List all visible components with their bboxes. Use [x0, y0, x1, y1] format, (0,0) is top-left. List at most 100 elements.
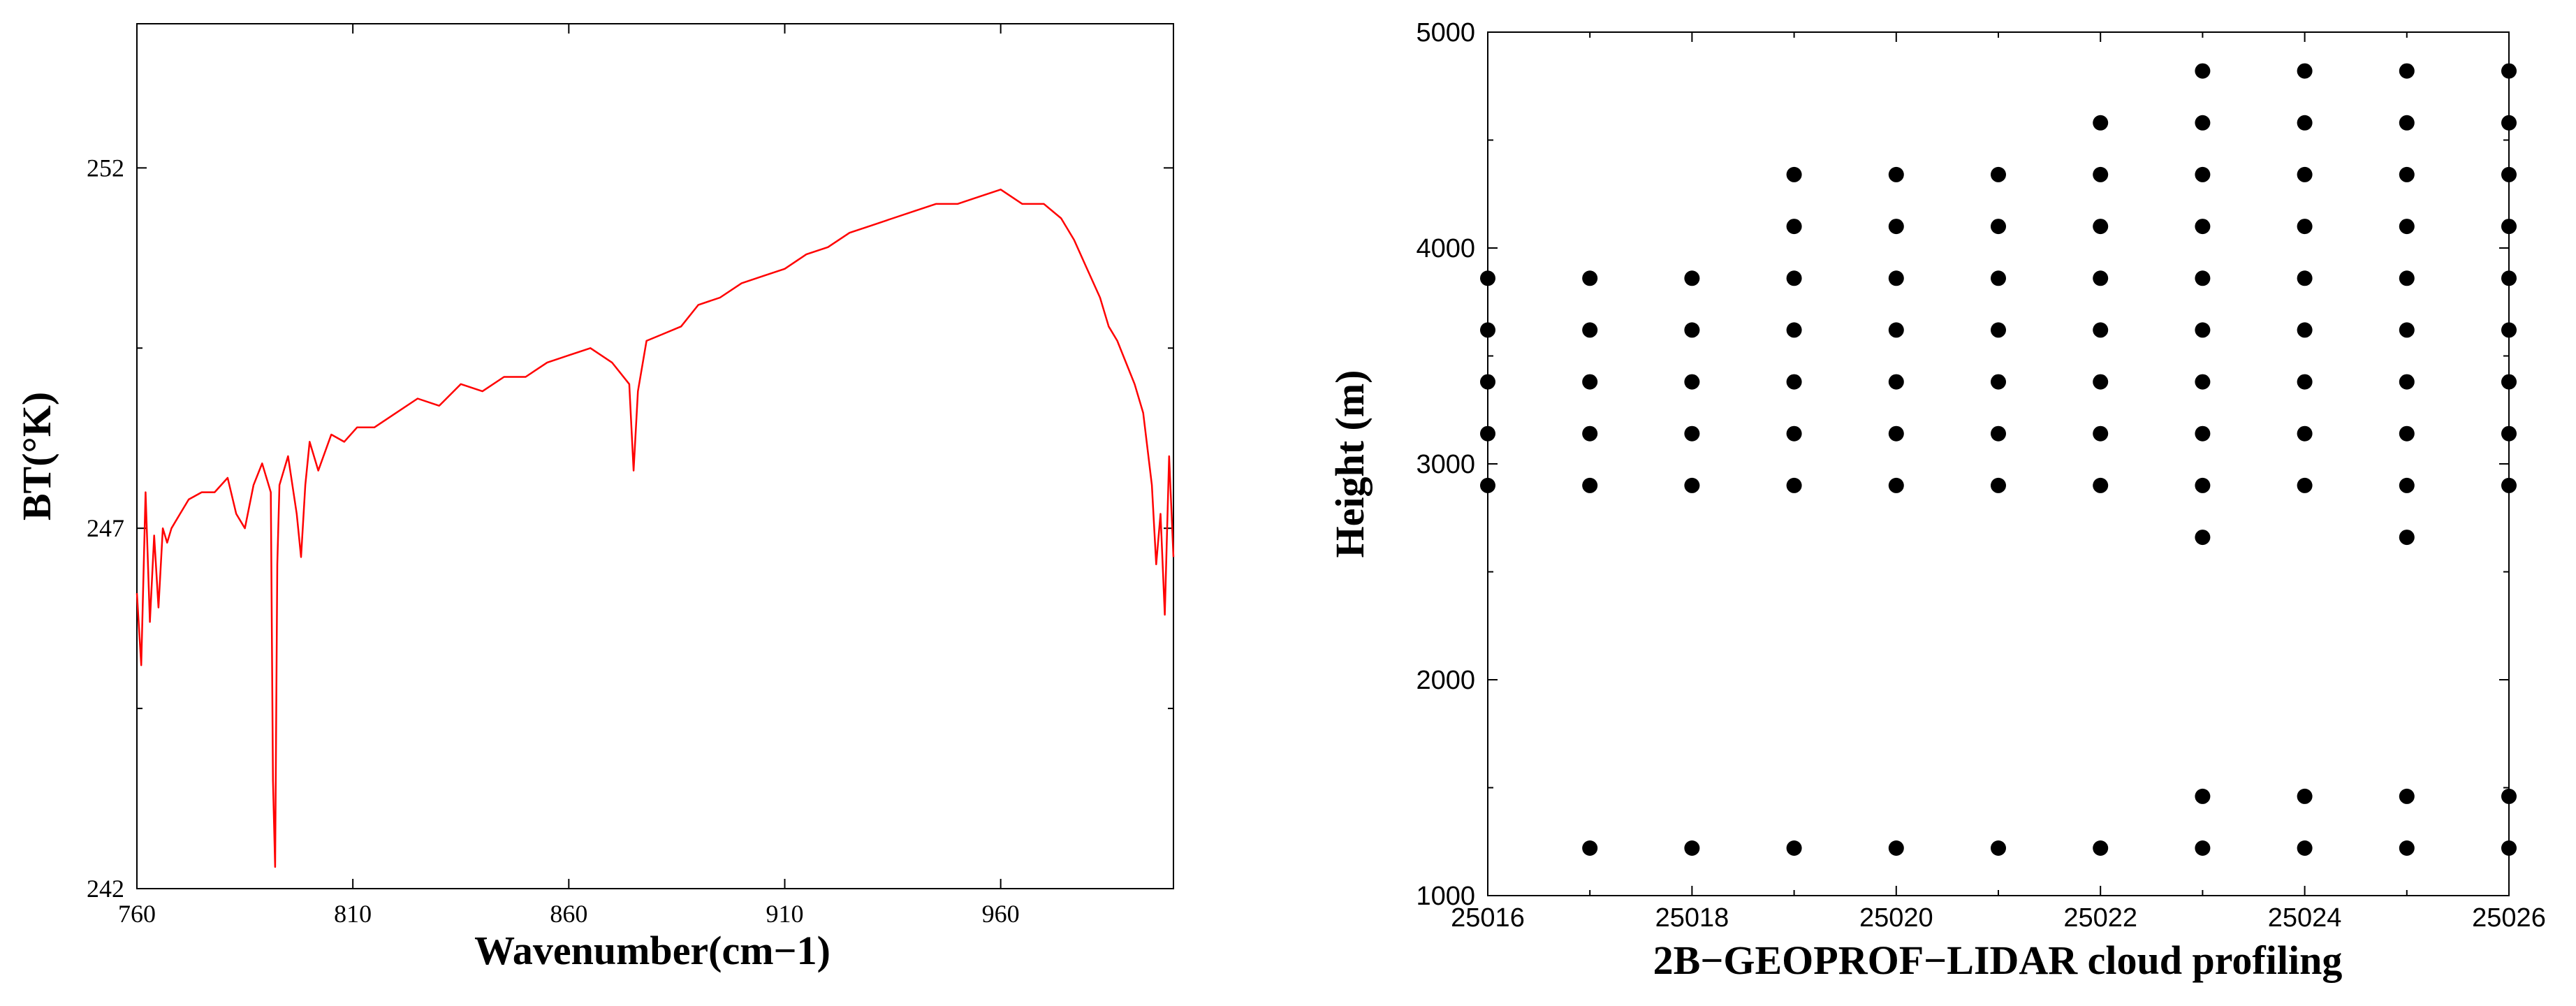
cloud-point [2297, 270, 2313, 286]
cloud-profile-chart: 25016 25018 25020 25022 25024 25026 1000 2000 30… [1327, 18, 2546, 983]
spectrum-y-tick-label: 242 [87, 875, 124, 903]
cloud-profile-ticks [1487, 31, 2510, 896]
spectrum-x-tick-label: 810 [334, 900, 372, 928]
cloud-point [2195, 322, 2211, 338]
cloud-point [2501, 322, 2517, 338]
cloud-point [2195, 374, 2211, 390]
cloud-point [1991, 270, 2006, 286]
cloud-point [1684, 322, 1700, 338]
cloud-profile-x-axis-title: 2B−GEOPROF−LIDAR cloud profiling [1653, 938, 2343, 983]
cloud-point [1888, 166, 1904, 182]
cloud-point [2501, 374, 2517, 390]
cloud-point [2399, 425, 2415, 442]
spectrum-x-tick-label: 760 [118, 900, 156, 928]
cloud-point [2093, 115, 2109, 131]
cloud-point [2297, 115, 2313, 131]
cloud-point [2399, 270, 2415, 286]
cloud-point [1684, 840, 1700, 856]
cloud-point [2093, 840, 2109, 856]
cloud-point [1888, 425, 1904, 442]
cloud-point [1888, 840, 1904, 856]
cloud-point [2195, 270, 2211, 286]
spectrum-plot-frame [136, 23, 1174, 889]
cloud-point [2093, 166, 2109, 182]
spectrum-series [136, 189, 1175, 868]
spectrum-y-tick-label: 247 [87, 514, 124, 542]
cloud-point [2399, 63, 2415, 79]
cloud-point [2399, 322, 2415, 338]
cloud-point [1480, 425, 1495, 442]
cloud-y-tick-label: 2000 [1416, 666, 1475, 695]
cloud-point [2501, 219, 2517, 235]
cloud-point [1582, 374, 1598, 390]
cloud-point [2093, 322, 2109, 338]
cloud-point [2501, 115, 2517, 131]
spectrum-chart: 760 810 860 910 960 242 247 252 Wavenumber(cm−1… [14, 23, 1175, 973]
cloud-point [1991, 322, 2006, 338]
cloud-point [2195, 63, 2211, 79]
cloud-profile-tick-labels: 25016 25018 25020 25022 25024 25026 1000 2000 30… [1416, 18, 2545, 933]
cloud-point [2195, 530, 2211, 546]
cloud-point [2297, 477, 2313, 493]
cloud-point [1786, 374, 1802, 390]
cloud-point [1582, 840, 1598, 856]
spectrum-ticks [136, 24, 1173, 889]
cloud-point [2297, 840, 2313, 856]
spectrum-x-tick-label: 860 [550, 900, 587, 928]
cloud-profile-points [1480, 63, 2517, 856]
cloud-point [2399, 477, 2415, 493]
cloud-point [1684, 477, 1700, 493]
cloud-point [1684, 425, 1700, 442]
cloud-point [2297, 425, 2313, 442]
cloud-point [1786, 166, 1802, 182]
cloud-point [2195, 219, 2211, 235]
cloud-point [2297, 166, 2313, 182]
spectrum-x-tick-label: 960 [982, 900, 1020, 928]
cloud-point [1582, 322, 1598, 338]
cloud-y-tick-label: 4000 [1416, 234, 1475, 263]
cloud-point [1786, 219, 1802, 235]
cloud-point [1888, 270, 1904, 286]
cloud-point [2093, 477, 2109, 493]
cloud-point [1888, 219, 1904, 235]
cloud-point [2093, 374, 2109, 390]
cloud-y-tick-label: 3000 [1416, 450, 1475, 479]
cloud-point [2399, 788, 2415, 804]
cloud-point [2093, 425, 2109, 442]
cloud-x-tick-label: 25016 [1451, 903, 1525, 933]
spectrum-line [136, 189, 1175, 868]
cloud-point [2501, 63, 2517, 79]
cloud-point [1684, 270, 1700, 286]
spectrum-x-tick-label: 910 [766, 900, 804, 928]
cloud-point [2297, 374, 2313, 390]
cloud-point [1480, 374, 1495, 390]
cloud-point [2093, 270, 2109, 286]
cloud-point [1786, 270, 1802, 286]
cloud-point [1582, 477, 1598, 493]
cloud-point [2399, 840, 2415, 856]
cloud-x-tick-label: 25020 [1859, 903, 1933, 933]
cloud-point [2501, 788, 2517, 804]
cloud-point [1888, 322, 1904, 338]
cloud-point [2195, 788, 2211, 804]
cloud-y-tick-label: 1000 [1416, 882, 1475, 911]
cloud-point [2297, 322, 2313, 338]
cloud-point [1991, 477, 2006, 493]
cloud-x-tick-label: 25018 [1655, 903, 1729, 933]
cloud-point [1991, 840, 2006, 856]
cloud-point [1786, 322, 1802, 338]
cloud-point [1480, 322, 1495, 338]
cloud-point [2501, 477, 2517, 493]
cloud-x-tick-label: 25026 [2472, 903, 2546, 933]
cloud-point [2501, 166, 2517, 182]
cloud-x-tick-label: 25022 [2063, 903, 2137, 933]
cloud-point [2195, 115, 2211, 131]
cloud-point [2501, 840, 2517, 856]
cloud-point [1888, 477, 1904, 493]
cloud-y-tick-label: 5000 [1416, 18, 1475, 48]
cloud-point [2297, 63, 2313, 79]
cloud-point [2195, 477, 2211, 493]
cloud-point [1991, 219, 2006, 235]
cloud-point [2399, 219, 2415, 235]
